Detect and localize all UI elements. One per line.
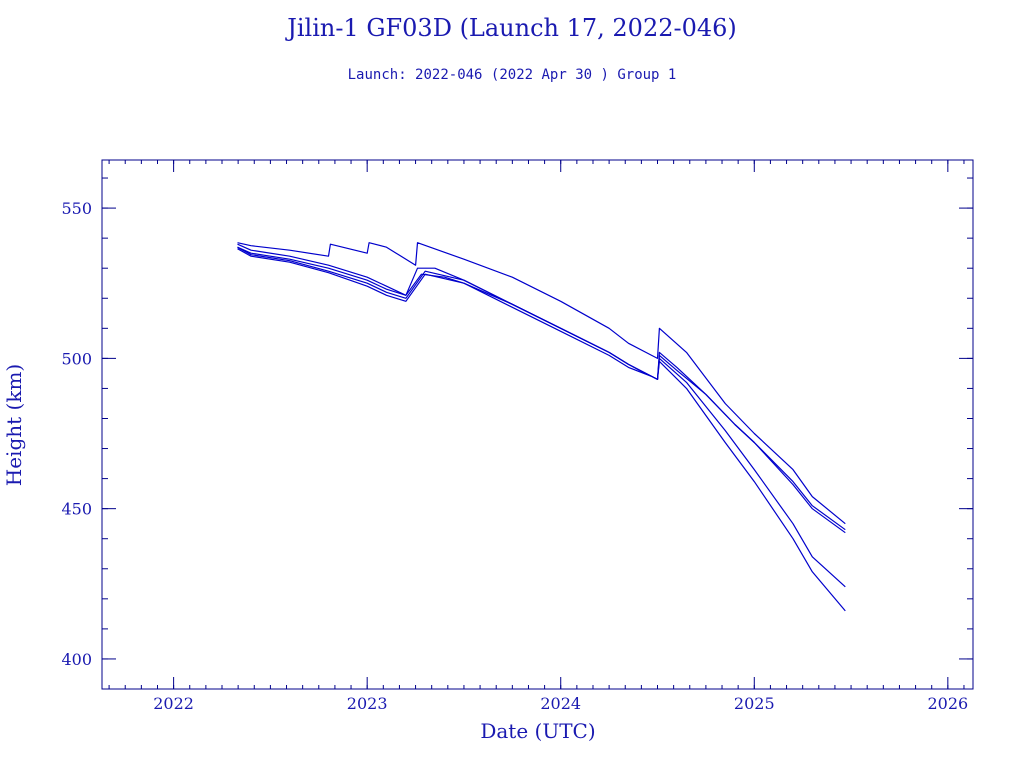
series-line-5	[237, 248, 846, 612]
y-tick-label: 400	[61, 650, 92, 669]
series-line-4	[237, 246, 846, 588]
chart-title: Jilin-1 GF03D (Launch 17, 2022-046)	[287, 14, 737, 42]
x-tick-label: 2023	[347, 694, 388, 713]
series-layer	[237, 242, 846, 612]
plot-axes	[101, 159, 974, 690]
tick-labels: 400 450 500 550 2022 2023 2024 2025 2026	[61, 199, 968, 713]
x-tick-label: 2022	[153, 694, 194, 713]
x-tick-label: 2026	[927, 694, 968, 713]
x-tick-label: 2024	[540, 694, 581, 713]
series-line-3	[237, 246, 846, 534]
x-axis-label: Date (UTC)	[480, 719, 595, 743]
plot-frame	[101, 159, 974, 690]
series-line-2	[237, 243, 846, 531]
chart-subtitle: Launch: 2022-046 (2022 Apr 30 ) Group 1	[347, 67, 677, 83]
series-line-1	[237, 242, 846, 525]
x-tick-label: 2025	[734, 694, 775, 713]
y-tick-label: 500	[61, 349, 92, 368]
y-tick-label: 550	[61, 199, 92, 218]
y-axis-label: Height (km)	[2, 364, 26, 486]
y-tick-label: 450	[61, 500, 92, 519]
